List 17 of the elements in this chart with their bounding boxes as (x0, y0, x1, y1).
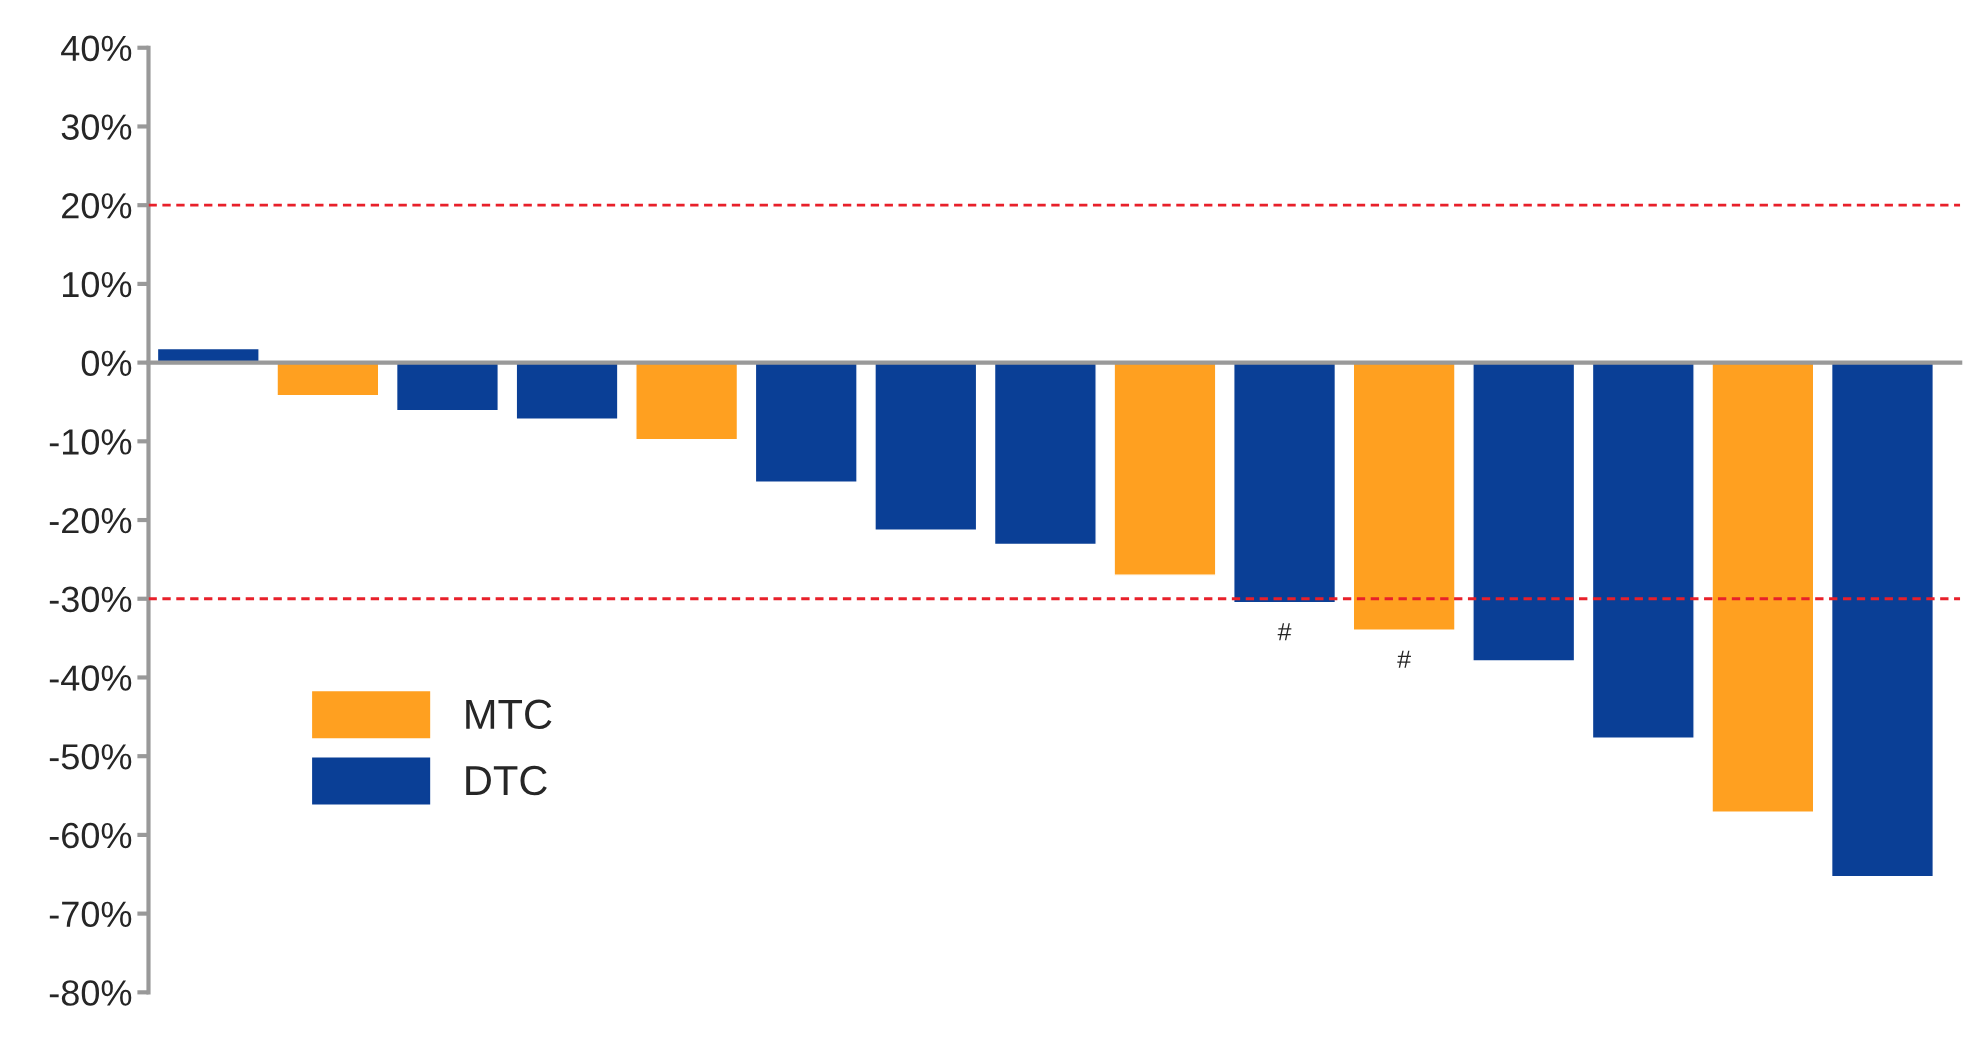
y-tick-label: -40% (49, 665, 132, 691)
y-tick-label: 20% (62, 193, 132, 219)
y-tick-label: 0% (81, 350, 132, 377)
y-tick-label: -20% (49, 507, 132, 534)
y-tick-label: 40% (61, 35, 132, 62)
data-label: # (1397, 650, 1411, 668)
legend-label: MTC (466, 699, 552, 730)
y-tick-label: -50% (49, 744, 132, 770)
legend-label: DTC (466, 765, 547, 796)
y-tick-label: -60% (49, 822, 132, 849)
y-tick-label: -80% (49, 980, 132, 1006)
data-label: # (1277, 623, 1292, 641)
y-tick-label: -30% (49, 586, 132, 613)
y-tick-label: 30% (61, 114, 132, 140)
y-tick-label: -10% (49, 429, 132, 455)
y-tick-label: 10% (63, 271, 132, 298)
y-tick-label: -70% (49, 901, 132, 928)
